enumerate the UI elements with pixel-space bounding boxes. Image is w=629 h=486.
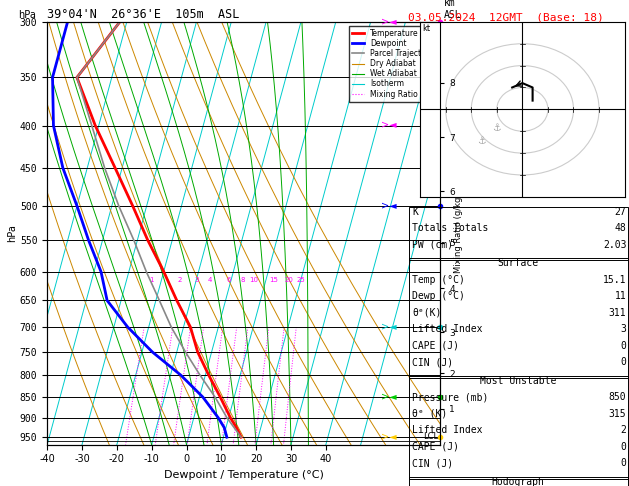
Text: LCL: LCL <box>423 432 438 441</box>
Text: 850: 850 <box>609 392 626 402</box>
Legend: Temperature, Dewpoint, Parcel Trajectory, Dry Adiabat, Wet Adiabat, Isotherm, Mi: Temperature, Dewpoint, Parcel Trajectory… <box>349 26 437 102</box>
Text: >◄: >◄ <box>381 322 396 332</box>
Text: >◄: >◄ <box>381 392 396 402</box>
Text: 10: 10 <box>249 278 258 283</box>
Text: 1: 1 <box>149 278 153 283</box>
Text: 4: 4 <box>208 278 212 283</box>
Text: 11: 11 <box>615 291 626 301</box>
Text: 6: 6 <box>226 278 231 283</box>
Text: 0: 0 <box>621 357 626 367</box>
Text: K: K <box>412 207 418 217</box>
Text: 0: 0 <box>621 442 626 452</box>
Text: Temp (°C): Temp (°C) <box>412 275 465 285</box>
Text: >◄: >◄ <box>381 121 396 131</box>
Text: 2: 2 <box>621 425 626 435</box>
Text: PW (cm): PW (cm) <box>412 240 453 250</box>
Text: θᵉ (K): θᵉ (K) <box>412 409 447 419</box>
Text: 0: 0 <box>621 458 626 469</box>
Text: $⚓$: $⚓$ <box>477 134 486 146</box>
Text: 3: 3 <box>621 324 626 334</box>
Text: $⚓$: $⚓$ <box>492 121 502 133</box>
Y-axis label: hPa: hPa <box>7 225 17 242</box>
X-axis label: Dewpoint / Temperature (°C): Dewpoint / Temperature (°C) <box>164 470 324 480</box>
Text: Dewp (°C): Dewp (°C) <box>412 291 465 301</box>
Text: 39°04'N  26°36'E  105m  ASL: 39°04'N 26°36'E 105m ASL <box>47 8 240 21</box>
Text: Hodograph: Hodograph <box>492 477 545 486</box>
Text: 311: 311 <box>609 308 626 318</box>
Text: 25: 25 <box>297 278 306 283</box>
Text: 15: 15 <box>270 278 279 283</box>
Text: 3: 3 <box>195 278 199 283</box>
Text: Most Unstable: Most Unstable <box>480 376 557 386</box>
Text: Lifted Index: Lifted Index <box>412 324 482 334</box>
Text: 48: 48 <box>615 223 626 233</box>
Text: hPa: hPa <box>18 10 36 20</box>
Text: CIN (J): CIN (J) <box>412 458 453 469</box>
Text: CIN (J): CIN (J) <box>412 357 453 367</box>
Text: 2.03: 2.03 <box>603 240 626 250</box>
Text: >◄: >◄ <box>381 17 396 27</box>
Text: 20: 20 <box>285 278 294 283</box>
Text: km
ASL: km ASL <box>444 0 462 20</box>
Text: Pressure (mb): Pressure (mb) <box>412 392 488 402</box>
Text: >◄: >◄ <box>381 432 396 442</box>
Text: Surface: Surface <box>498 258 539 268</box>
Text: θᵉ(K): θᵉ(K) <box>412 308 442 318</box>
Text: 8: 8 <box>240 278 245 283</box>
Text: Lifted Index: Lifted Index <box>412 425 482 435</box>
Text: CAPE (J): CAPE (J) <box>412 442 459 452</box>
Text: >◄: >◄ <box>381 201 396 211</box>
Text: 27: 27 <box>615 207 626 217</box>
Text: kt: kt <box>423 24 431 33</box>
Text: 15.1: 15.1 <box>603 275 626 285</box>
Text: 2: 2 <box>177 278 182 283</box>
Text: 03.05.2024  12GMT  (Base: 18): 03.05.2024 12GMT (Base: 18) <box>408 12 603 22</box>
Text: 315: 315 <box>609 409 626 419</box>
Text: Totals Totals: Totals Totals <box>412 223 488 233</box>
Text: Mixing Ratio (g/kg): Mixing Ratio (g/kg) <box>454 193 463 273</box>
Text: 0: 0 <box>621 341 626 351</box>
Text: CAPE (J): CAPE (J) <box>412 341 459 351</box>
